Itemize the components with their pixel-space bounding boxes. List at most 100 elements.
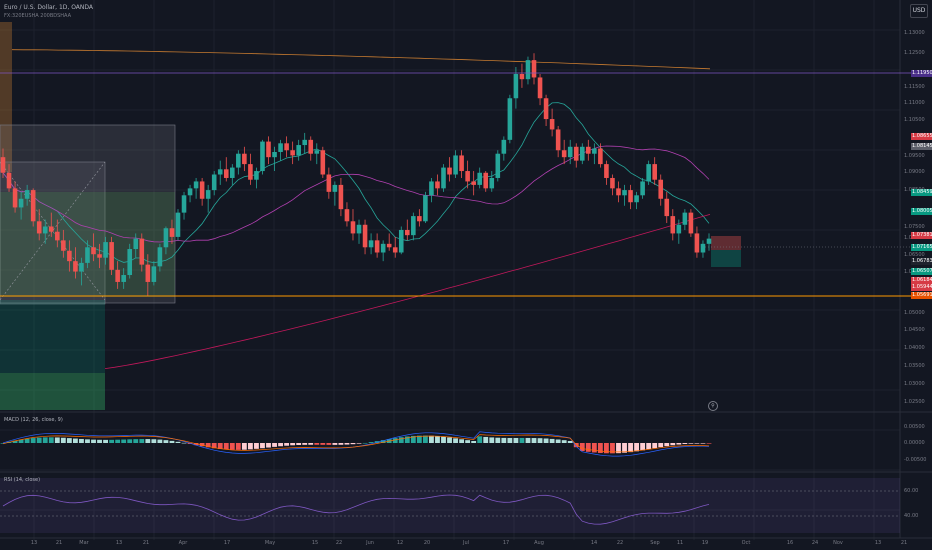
candle-body xyxy=(332,184,338,192)
candle-body xyxy=(453,155,458,175)
macd-histogram-bar xyxy=(115,439,121,443)
time-axis-label: 13 xyxy=(874,540,882,546)
price-tag: 1.06184 xyxy=(911,277,932,284)
price-axis-label: 1.11500 xyxy=(904,84,925,90)
macd-histogram-bar xyxy=(235,443,241,450)
candle-body xyxy=(97,254,102,258)
indicator-label[interactable]: FX:320EUSHA 200BDSHAA xyxy=(4,13,72,19)
time-axis-label: 17 xyxy=(223,540,231,546)
rsi-axis-label: 60.00 xyxy=(904,488,919,494)
ema-mid-line xyxy=(2,145,710,243)
macd-histogram-bar xyxy=(72,438,78,443)
candle-body xyxy=(525,60,531,80)
macd-histogram-bar xyxy=(12,440,18,443)
currency-button[interactable]: USD xyxy=(910,4,928,18)
candle-body xyxy=(380,243,386,253)
candle-body xyxy=(604,164,609,178)
macd-histogram-bar xyxy=(537,438,543,443)
price-tag: 1.07381 xyxy=(911,232,932,239)
price-tag: 1.05944 xyxy=(911,284,932,291)
macd-histogram-bar xyxy=(121,439,127,443)
candle-body xyxy=(284,143,289,151)
candle-body xyxy=(700,243,706,253)
candle-body xyxy=(73,261,78,272)
price-axis-label: 1.03500 xyxy=(904,363,925,369)
candle-body xyxy=(248,164,253,180)
time-axis-label: 22 xyxy=(335,540,343,546)
candle-body xyxy=(423,195,428,222)
macd-histogram-bar xyxy=(79,438,84,443)
macd-histogram-bar xyxy=(0,443,6,444)
candle-body xyxy=(48,226,54,232)
time-axis-label: Apr xyxy=(178,540,188,546)
candle-body xyxy=(350,221,356,234)
price-tag: 1.08655 xyxy=(911,133,932,140)
time-axis-label: May xyxy=(264,540,276,546)
candle-body xyxy=(688,212,694,234)
macd-histogram-bar xyxy=(392,438,398,443)
candle-body xyxy=(344,209,350,222)
candle-body xyxy=(242,153,247,165)
ema-slow-line xyxy=(104,214,711,369)
macd-histogram-bar xyxy=(471,440,477,443)
candle-body xyxy=(0,157,6,173)
candle-body xyxy=(398,229,404,253)
candle-body xyxy=(598,148,603,165)
macd-histogram-bar xyxy=(543,438,549,443)
price-axis-label: 1.11000 xyxy=(904,100,925,106)
candle-body xyxy=(308,139,314,154)
macd-histogram-bar xyxy=(169,440,175,443)
macd-histogram-bar xyxy=(36,437,42,443)
macd-histogram-bar xyxy=(573,443,579,448)
candle-body xyxy=(145,264,151,282)
macd-histogram-bar xyxy=(30,438,36,443)
candle-body xyxy=(18,198,24,208)
candle-body xyxy=(223,169,229,178)
macd-histogram-bar xyxy=(447,437,452,443)
time-axis-label: Jul xyxy=(462,540,470,546)
rsi-label[interactable]: RSI (14, close) xyxy=(4,477,41,483)
candle-body xyxy=(374,240,380,253)
rsi-band xyxy=(0,478,900,533)
price-axis-label: 1.03000 xyxy=(904,381,925,387)
green-zone-bottom xyxy=(0,373,105,410)
macd-histogram-bar xyxy=(229,443,235,450)
candle-body xyxy=(115,269,120,282)
macd-histogram-bar xyxy=(302,443,308,445)
candles xyxy=(0,53,712,296)
candle-body xyxy=(24,190,30,199)
macd-histogram-bar xyxy=(525,437,531,443)
candle-body xyxy=(42,226,48,234)
candle-body xyxy=(187,188,193,196)
candle-body xyxy=(628,190,633,203)
candle-body xyxy=(193,181,199,189)
macd-histogram-bar xyxy=(193,443,199,446)
candle-body xyxy=(320,150,326,175)
symbol-title[interactable]: Euro / U.S. Dollar, 1D, OANDA xyxy=(4,4,94,11)
candle-body xyxy=(121,275,126,282)
macd-histogram-bar xyxy=(326,443,332,445)
time-axis-label: 15 xyxy=(311,540,319,546)
macd-histogram-bar xyxy=(42,437,48,443)
macd-histogram-bar xyxy=(103,439,108,443)
macd-label[interactable]: MACD (12, 26, close, 9) xyxy=(4,417,63,423)
macd-histogram-bar xyxy=(459,439,465,443)
price-axis-label: 1.04500 xyxy=(904,327,925,333)
candle-body xyxy=(127,249,133,276)
macd-axis-label: 0.00500 xyxy=(904,424,925,430)
macd-histogram-bar xyxy=(296,443,302,445)
long-ma-line xyxy=(11,49,711,70)
candle-body xyxy=(163,228,169,248)
diag-line xyxy=(0,161,106,301)
macd-histogram-bar xyxy=(688,443,694,444)
settings-circle-icon[interactable]: ⚲ xyxy=(708,401,718,411)
signal-line xyxy=(2,434,710,453)
candle-body xyxy=(586,146,591,154)
macd-axis-label: 0.00000 xyxy=(904,440,925,446)
candle-body xyxy=(694,233,700,253)
candle-body xyxy=(483,172,489,189)
macd-histogram-bar xyxy=(151,439,157,443)
macd-histogram-bar xyxy=(362,442,368,444)
